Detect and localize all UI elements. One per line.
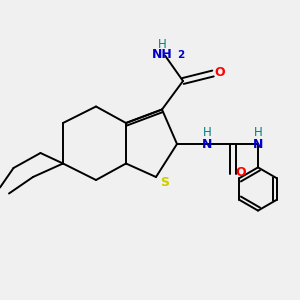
Text: N: N xyxy=(202,137,212,151)
Text: S: S xyxy=(160,176,169,189)
Text: 2: 2 xyxy=(177,50,184,60)
Text: O: O xyxy=(214,65,225,79)
Text: O: O xyxy=(236,166,246,179)
Text: H: H xyxy=(254,126,262,139)
Text: N: N xyxy=(253,137,263,151)
Text: H: H xyxy=(158,38,166,51)
Text: NH: NH xyxy=(152,48,172,62)
Text: H: H xyxy=(202,126,211,139)
